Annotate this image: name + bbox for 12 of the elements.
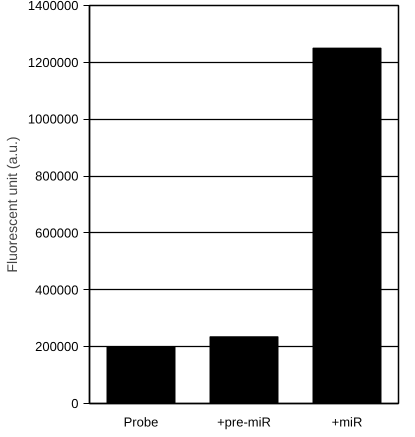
y-tick-label: 400000 [35, 282, 79, 298]
y-tick-label: 1000000 [28, 112, 79, 127]
y-tick-label: 600000 [35, 225, 79, 240]
y-tick-label: 1200000 [28, 54, 79, 70]
y-tick-label: 800000 [35, 168, 79, 184]
x-tick-label: Probe [124, 414, 158, 430]
y-tick-label: 1400000 [28, 0, 79, 13]
y-tick-label: 200000 [35, 339, 79, 354]
y-axis-title: Fluorescent unit (a.u.) [4, 136, 20, 273]
y-tick-label: 0 [71, 396, 79, 411]
x-tick-label: +miR [332, 414, 362, 430]
x-tick-label: +pre-miR [217, 414, 271, 430]
